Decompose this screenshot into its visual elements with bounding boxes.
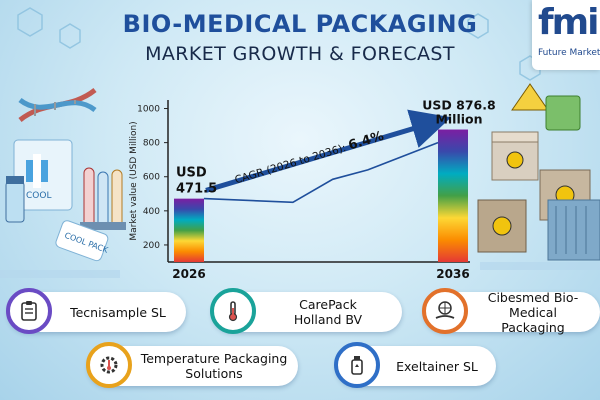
company-logo: fmi Future Market	[532, 0, 600, 70]
cagr-value: 6.4%	[347, 129, 386, 154]
cagr-arrow	[205, 109, 452, 193]
data-label-2036: Million	[435, 112, 482, 127]
test-tubes-icon	[80, 167, 126, 230]
data-label-2026: USD	[176, 166, 207, 181]
svg-text:COOL: COOL	[26, 191, 51, 201]
y-tick-label: 1000	[137, 105, 160, 115]
cool-pack-icon: COOL PACK	[55, 220, 110, 262]
y-tick-label: 600	[143, 173, 160, 183]
bar-2036	[438, 129, 468, 262]
gear-thermometer-icon	[86, 342, 132, 388]
logo-text: Future Market	[538, 48, 600, 58]
bottle-icon	[334, 342, 380, 388]
company-name: Tecnisample SL	[70, 304, 166, 320]
company-card: CarePack Holland BV	[210, 288, 402, 334]
page-title: BIO-MEDICAL PACKAGING	[122, 10, 478, 38]
y-axis-label: Market value (USD Million)	[129, 121, 139, 240]
cool-pack-box-icon: COOL	[13, 139, 73, 211]
hexagon-decor-icon	[17, 7, 541, 81]
y-tick-label: 400	[143, 207, 160, 217]
company-name: Cibesmed Bio-Medical Packaging	[487, 289, 579, 335]
trend-line	[203, 141, 439, 204]
company-card: Tecnisample SL	[6, 288, 186, 334]
company-card: Cibesmed Bio-Medical Packaging	[422, 288, 600, 335]
x-tick-label: 2036	[436, 267, 469, 281]
clipboard-icon	[6, 288, 52, 334]
logo-mark: fmi	[538, 2, 599, 43]
company-name: CarePack Holland BV	[293, 297, 363, 327]
company-name: Temperature Packaging Solutions	[140, 351, 288, 381]
vial-icon	[5, 176, 25, 223]
x-tick-label: 2026	[172, 267, 205, 281]
y-tick-label: 800	[143, 139, 160, 149]
cagr-annotation: CAGR (2026 to 2036): 6.4%	[233, 129, 386, 188]
company-card: Exeltainer SL	[334, 342, 496, 388]
company-name: Exeltainer SL	[396, 358, 478, 374]
bar-2026	[174, 198, 204, 262]
data-label-2026: 471.5	[176, 182, 217, 197]
lab-decor-icon	[0, 262, 600, 278]
dna-helix-icon	[18, 87, 97, 123]
thermometer-icon	[210, 288, 256, 334]
page-subtitle: MARKET GROWTH & FORECAST	[145, 43, 455, 65]
biohazard-sign-icon	[511, 83, 581, 131]
data-label-2036: USD 876.8	[422, 98, 495, 113]
y-tick-label: 200	[143, 241, 160, 251]
shipping-container-icon	[547, 199, 600, 261]
hand-globe-icon	[422, 288, 468, 334]
company-card: Temperature Packaging Solutions	[86, 342, 298, 388]
